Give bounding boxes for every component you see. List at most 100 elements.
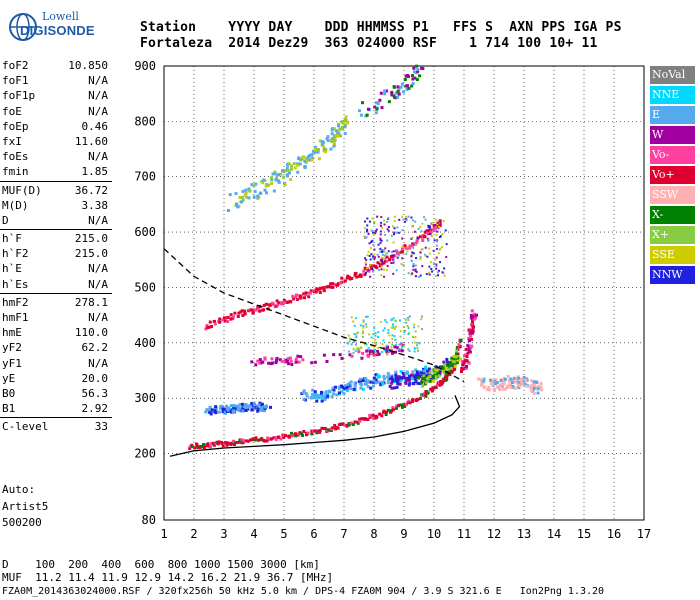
trace-point-f2 bbox=[272, 436, 276, 440]
spread-point bbox=[400, 262, 403, 265]
spread-point bbox=[390, 346, 393, 349]
spread-point bbox=[371, 217, 374, 220]
trace-point-2hop bbox=[408, 246, 412, 250]
spread-point bbox=[370, 352, 373, 355]
echo-point-mid bbox=[406, 372, 410, 376]
x-tick-label: 9 bbox=[400, 527, 407, 541]
spread-point bbox=[387, 226, 390, 229]
echo-point-mid bbox=[313, 390, 317, 394]
spread-point bbox=[410, 255, 413, 258]
trace-point-3hop bbox=[334, 129, 338, 133]
echo-point-e bbox=[253, 403, 257, 407]
echo-point-ssw bbox=[525, 384, 529, 388]
spread-point bbox=[416, 341, 419, 344]
param-separator bbox=[0, 292, 112, 294]
trace-point-4hop bbox=[406, 73, 410, 77]
param-value: 33 bbox=[94, 420, 108, 434]
trace-point-3hop bbox=[343, 125, 347, 129]
trace-point-3hop bbox=[322, 146, 326, 150]
trace-point-2hop bbox=[363, 266, 367, 270]
echo-point-w bbox=[398, 348, 402, 352]
spread-point bbox=[423, 216, 426, 219]
echo-point-ssw bbox=[501, 387, 505, 391]
x-tick-label: 14 bbox=[547, 527, 561, 541]
trace-point-f2 bbox=[277, 435, 281, 439]
echo-point-x bbox=[450, 358, 454, 362]
y-tick-label: 80 bbox=[142, 513, 156, 527]
trace-point-2hop bbox=[218, 320, 222, 324]
trace-point-3hop bbox=[283, 183, 287, 187]
param-value: N/A bbox=[88, 277, 108, 291]
trace-point-f2 bbox=[333, 423, 337, 427]
echo-point-e bbox=[236, 407, 240, 411]
legend-item: NoVal bbox=[650, 66, 695, 84]
spread-point bbox=[373, 220, 376, 223]
echo-point-ssw bbox=[513, 380, 517, 384]
spread-point bbox=[429, 233, 432, 236]
spread-point bbox=[428, 252, 431, 255]
spread-point bbox=[402, 264, 405, 267]
echo-point-x bbox=[447, 363, 451, 367]
spread-point bbox=[393, 326, 396, 329]
trace-point-f2 bbox=[424, 393, 428, 397]
echo-point-nnw bbox=[397, 375, 401, 379]
spread-point bbox=[407, 215, 410, 218]
trace-point-3hop bbox=[323, 150, 327, 154]
spread-point bbox=[373, 253, 376, 256]
echo-point-vo bbox=[471, 329, 475, 333]
trace-point-f2 bbox=[313, 429, 317, 433]
spread-point bbox=[364, 236, 367, 239]
trace-point-4hop bbox=[365, 113, 369, 117]
echo-point-x bbox=[455, 355, 459, 359]
echo-point-x bbox=[422, 377, 426, 381]
echo-point-w bbox=[275, 356, 279, 360]
trace-point-4hop bbox=[405, 87, 409, 91]
param-value: 36.72 bbox=[74, 183, 108, 197]
trace-point-2hop bbox=[295, 293, 299, 297]
spread-point bbox=[388, 341, 391, 344]
legend-item: Vo- bbox=[650, 146, 695, 164]
trace-point-3hop bbox=[236, 205, 240, 209]
echo-point-ssw bbox=[505, 386, 509, 390]
echo-point-w bbox=[290, 363, 294, 367]
trace-point-3hop bbox=[343, 123, 347, 127]
spread-point bbox=[407, 319, 410, 322]
echo-point-mid bbox=[352, 387, 356, 391]
trace-point-f2 bbox=[195, 442, 199, 446]
trace-point-2hop bbox=[294, 295, 298, 299]
spread-point bbox=[380, 268, 383, 271]
spread-point bbox=[433, 239, 436, 242]
echo-point-w bbox=[289, 359, 293, 363]
trace-point-f2 bbox=[334, 426, 338, 430]
echo-point-mid bbox=[374, 373, 378, 377]
x-tick-label: 10 bbox=[427, 527, 441, 541]
trace-point-2hop bbox=[302, 292, 306, 296]
echo-point-mid bbox=[381, 380, 385, 384]
echo-point-ssw bbox=[517, 386, 521, 390]
echo-point-x bbox=[428, 371, 432, 375]
spread-point bbox=[425, 229, 428, 232]
trace-point-3hop bbox=[313, 148, 317, 152]
spread-point bbox=[408, 349, 411, 352]
spread-point bbox=[386, 353, 389, 356]
echo-point-mid bbox=[359, 386, 363, 390]
x-tick-label: 11 bbox=[457, 527, 471, 541]
echo-point-ssw bbox=[510, 381, 514, 385]
trace-point-3hop bbox=[303, 159, 307, 163]
echo-point-ssw bbox=[494, 382, 498, 386]
trace-point-f2 bbox=[263, 439, 267, 443]
echo-point-mid bbox=[426, 373, 430, 377]
echo-point-e bbox=[260, 409, 264, 413]
spread-point bbox=[391, 334, 394, 337]
echo-point-x bbox=[437, 374, 441, 378]
param-row: hmF2 278.1 bbox=[0, 295, 112, 310]
spread-point bbox=[410, 216, 413, 219]
trace-point-2hop bbox=[314, 290, 318, 294]
echo-point-e bbox=[211, 410, 215, 414]
spread-point bbox=[434, 229, 437, 232]
spread-point bbox=[412, 268, 415, 271]
echo-point-ssw bbox=[495, 385, 499, 389]
spread-point bbox=[399, 341, 402, 344]
trace-point-f2 bbox=[358, 419, 362, 423]
trace-point-4hop bbox=[411, 82, 415, 86]
